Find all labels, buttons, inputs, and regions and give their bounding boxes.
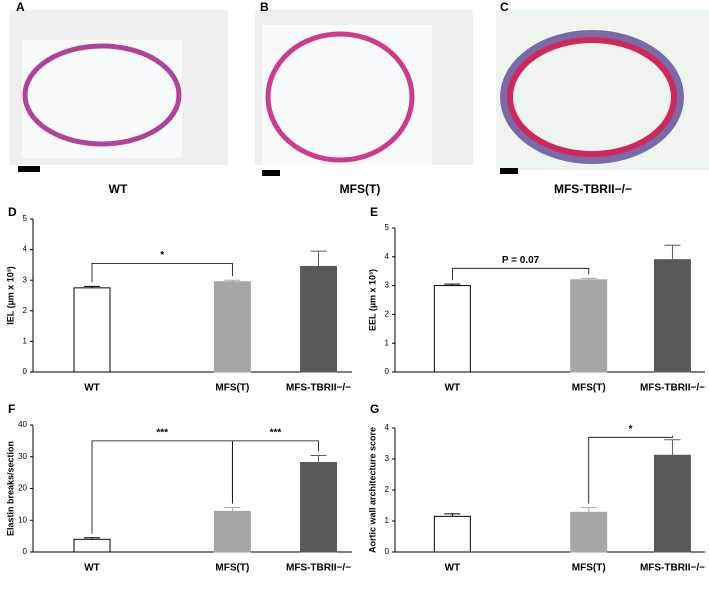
panel-caption: MFS-TBRII−/− — [554, 182, 632, 196]
x-tick-label: WT — [84, 383, 100, 394]
bar — [213, 281, 251, 373]
y-tick-label: 20 — [18, 484, 27, 493]
x-tick-label: MFS(T) — [215, 383, 249, 394]
y-tick-label: 1 — [23, 337, 28, 346]
y-tick-label: 0 — [385, 547, 390, 556]
y-tick-label: 0 — [385, 367, 390, 376]
significance-label: *** — [270, 428, 282, 439]
x-tick-label: MFS(T) — [215, 563, 249, 574]
significance-label: *** — [156, 428, 168, 439]
y-tick-label: 10 — [18, 515, 27, 524]
y-tick-label: 3 — [23, 275, 28, 284]
micrograph-a — [10, 10, 228, 172]
x-tick-label: WT — [445, 383, 461, 394]
y-axis-label: Aortic wall architecture score — [367, 427, 377, 553]
y-tick-label: 2 — [23, 306, 28, 315]
x-tick-label: MFS(T) — [572, 563, 606, 574]
x-tick-label: WT — [445, 563, 461, 574]
bar — [570, 279, 608, 373]
bar — [570, 511, 608, 553]
panel-caption: MFS(T) — [340, 182, 381, 196]
panel-letter: G — [370, 402, 379, 416]
significance-bracket — [91, 262, 233, 283]
y-tick-label: 2 — [385, 310, 390, 319]
bar — [73, 538, 111, 553]
x-tick-label: MFS-TBRII−/− — [286, 383, 351, 394]
significance-label: P = 0.07 — [502, 255, 540, 266]
micrograph-b — [255, 10, 473, 176]
panel-letter: E — [370, 205, 378, 219]
bar — [433, 515, 471, 553]
y-tick-label: 4 — [23, 245, 28, 254]
y-axis-label: EEL (µm x 10³) — [367, 269, 377, 331]
y-axis-label: Elastin breaks/section — [5, 441, 15, 536]
y-tick-label: 40 — [18, 420, 27, 429]
panel-letter: A — [16, 0, 25, 14]
x-tick-label: WT — [84, 563, 100, 574]
panel-letter: C — [500, 0, 509, 14]
significance-bracket — [231, 440, 319, 504]
y-tick-label: 4 — [385, 252, 390, 261]
y-axis-label: IEL (µm x 10³) — [5, 266, 15, 325]
y-tick-label: 3 — [385, 454, 390, 463]
y-tick-label: 3 — [385, 281, 390, 290]
y-tick-label: 2 — [385, 485, 390, 494]
bar — [653, 259, 691, 373]
significance-label: * — [160, 250, 164, 261]
y-tick-label: 1 — [385, 338, 390, 347]
bar — [300, 265, 338, 373]
y-tick-label: 0 — [23, 367, 28, 376]
bar — [433, 285, 471, 373]
panel-letter: B — [260, 0, 269, 14]
bar — [300, 461, 338, 553]
y-tick-label: 30 — [18, 452, 27, 461]
y-tick-label: 0 — [23, 547, 28, 556]
panel-letter: F — [8, 402, 15, 416]
bar — [653, 454, 691, 553]
y-tick-label: 4 — [385, 423, 390, 432]
significance-bracket — [588, 435, 673, 504]
micrograph-c — [496, 10, 709, 174]
y-tick-label: 5 — [23, 214, 28, 223]
significance-label: * — [629, 424, 633, 435]
significance-bracket — [91, 440, 233, 534]
panel-caption: WT — [109, 182, 128, 196]
significance-bracket — [451, 267, 590, 281]
x-tick-label: MFS-TBRII−/− — [640, 383, 705, 394]
x-tick-label: MFS(T) — [572, 383, 606, 394]
y-tick-label: 1 — [385, 516, 390, 525]
y-tick-label: 5 — [385, 223, 390, 232]
bar — [73, 287, 111, 373]
bar — [213, 510, 251, 553]
panel-letter: D — [8, 205, 17, 219]
x-tick-label: MFS-TBRII−/− — [640, 563, 705, 574]
x-tick-label: MFS-TBRII−/− — [286, 563, 351, 574]
